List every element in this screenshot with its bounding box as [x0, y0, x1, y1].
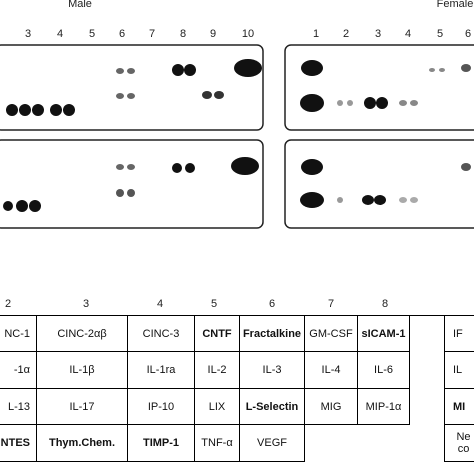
lane-number: 5	[88, 28, 96, 40]
column-number: 7	[327, 298, 335, 310]
table-cell: GM-CSF	[305, 316, 358, 352]
table-cell: Fractalkine	[240, 316, 305, 352]
table-cell: IL-1β	[37, 352, 128, 389]
column-number: 3	[82, 298, 90, 310]
table-cell: TIMP-1	[128, 425, 195, 462]
table-cell: MI	[445, 389, 474, 425]
table-cell: IL-2	[195, 352, 240, 389]
lane-number: 6	[118, 28, 126, 40]
table-cell: NC-1	[0, 316, 37, 352]
column-number: 8	[381, 298, 389, 310]
lane-number: 3	[24, 28, 32, 40]
column-number: 2	[4, 298, 12, 310]
column-number: 6	[268, 298, 276, 310]
column-number: 4	[156, 298, 164, 310]
table-cell: IL	[445, 352, 474, 389]
table-cell: IL-4	[305, 352, 358, 389]
lane-number: 10	[241, 28, 255, 40]
table-cell: sICAM-1	[358, 316, 410, 352]
table-cell: Thym.Chem.	[37, 425, 128, 462]
lane-number: 1	[312, 28, 320, 40]
table-cell: IL-1ra	[128, 352, 195, 389]
lane-number: 6	[464, 28, 472, 40]
table-cell: IL-3	[240, 352, 305, 389]
table-cell: CNTF	[195, 316, 240, 352]
lane-number: 7	[148, 28, 156, 40]
table-cell: -1α	[0, 352, 37, 389]
table-border	[0, 315, 474, 316]
table-cell: IL-17	[37, 389, 128, 425]
lane-number: 5	[436, 28, 444, 40]
lane-number: 4	[404, 28, 412, 40]
table-cell: CINC-2αβ	[37, 316, 128, 352]
lane-number: 3	[374, 28, 382, 40]
lane-number: 2	[342, 28, 350, 40]
column-number: 5	[210, 298, 218, 310]
table-cell: LIX	[195, 389, 240, 425]
table-border	[444, 316, 445, 462]
lane-number: 8	[179, 28, 187, 40]
table-cell: MIP-1α	[358, 389, 410, 425]
table-cell: MIG	[305, 389, 358, 425]
lane-number: 4	[56, 28, 64, 40]
table-cell: VEGF	[240, 425, 305, 462]
table-cell: Ne co	[445, 425, 474, 462]
lane-number: 9	[209, 28, 217, 40]
table-cell: NTES	[0, 425, 37, 462]
table-cell: L-Selectin	[240, 389, 305, 425]
table-cell: TNF-α	[195, 425, 240, 462]
female-label: Female	[436, 0, 474, 10]
table-cell: IF	[445, 316, 474, 352]
blots	[0, 44, 474, 229]
table-cell: CINC-3	[128, 316, 195, 352]
male-label: Male	[68, 0, 92, 10]
table-cell: L-13	[0, 389, 37, 425]
table-cell: IL-6	[358, 352, 410, 389]
table-cell: IP-10	[128, 389, 195, 425]
